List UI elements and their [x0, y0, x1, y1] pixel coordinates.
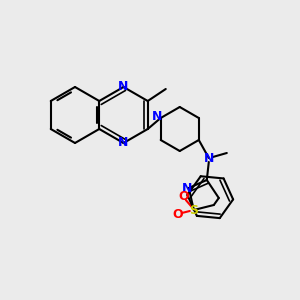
Text: O: O — [172, 208, 183, 220]
Text: N: N — [204, 152, 214, 164]
Text: S: S — [189, 203, 198, 217]
Text: N: N — [182, 182, 192, 194]
Text: O: O — [178, 190, 189, 202]
Text: N: N — [118, 80, 129, 94]
Text: N: N — [118, 136, 129, 149]
Text: N: N — [152, 110, 162, 122]
